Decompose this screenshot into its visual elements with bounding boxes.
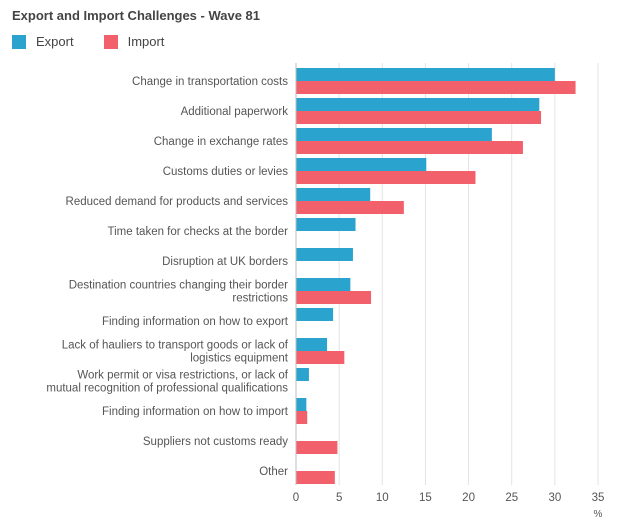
category-label: Additional paperwork (181, 106, 289, 118)
bar-import (296, 291, 372, 304)
bar-export (296, 248, 353, 261)
x-tick-label: 35 (592, 492, 605, 504)
category-label: Destination countries changing their bor… (69, 280, 288, 292)
category-label: Lack of hauliers to transport goods or l… (62, 340, 289, 352)
x-tick-label: 10 (376, 492, 389, 504)
bar-export (296, 218, 356, 231)
x-tick-label: 20 (462, 492, 475, 504)
bar-import (296, 111, 542, 124)
legend-label-export: Export (36, 34, 74, 49)
bar-export (296, 308, 334, 321)
bar-export (296, 368, 309, 381)
chart-legend: Export Import (12, 34, 194, 49)
bar-export (296, 158, 427, 171)
x-tick-label: 5 (336, 492, 342, 504)
bar-import (296, 351, 345, 364)
category-label: Customs duties or levies (163, 166, 289, 178)
bar-export (296, 188, 371, 201)
bar-export (296, 128, 492, 141)
category-label: Change in exchange rates (154, 136, 289, 148)
category-label: mutual recognition of professional quali… (46, 383, 288, 395)
category-label: Suppliers not customs ready (143, 436, 288, 448)
legend-label-import: Import (127, 34, 165, 49)
x-axis-label: % (594, 509, 603, 520)
category-label: Finding information on how to import (102, 406, 289, 418)
bar-import (296, 81, 576, 94)
legend-item-export: Export (12, 34, 74, 49)
chart-title: Export and Import Challenges - Wave 81 (12, 8, 261, 23)
category-label: restrictions (232, 293, 288, 305)
legend-swatch-export (12, 34, 26, 49)
category-label: Change in transportation costs (132, 76, 288, 88)
legend-swatch-import (103, 34, 118, 49)
legend-item-import: Import (103, 34, 165, 49)
bar-export (296, 398, 307, 411)
x-tick-label: 30 (548, 492, 561, 504)
category-label: Finding information on how to export (102, 316, 289, 328)
category-label: Work permit or visa restrictions, or lac… (77, 370, 288, 382)
x-tick-label: 0 (293, 492, 299, 504)
bar-export (296, 338, 328, 351)
category-label: Disruption at UK borders (162, 256, 288, 268)
bar-import (296, 441, 338, 454)
bar-export (296, 68, 555, 81)
category-label: Reduced demand for products and services (66, 196, 289, 208)
category-label: Time taken for checks at the border (108, 226, 289, 238)
bar-import (296, 141, 523, 154)
bar-export (296, 98, 540, 111)
category-label: Other (259, 466, 288, 478)
bar-import (296, 201, 404, 214)
x-tick-label: 25 (505, 492, 518, 504)
x-tick-label: 15 (419, 492, 432, 504)
bar-import (296, 411, 308, 424)
bar-export (296, 278, 351, 291)
bar-import (296, 471, 335, 484)
bar-import (296, 171, 476, 184)
category-label: logistics equipment (190, 353, 289, 365)
